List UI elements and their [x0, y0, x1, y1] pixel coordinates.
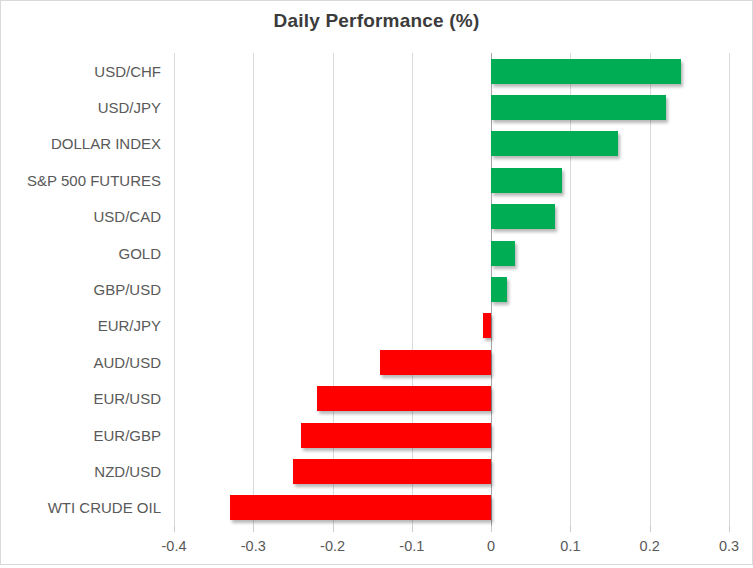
x-axis-tick-label: 0	[463, 538, 519, 554]
chart-container: Daily Performance (%) -0.4 -0.3 -0.2 -0.1 0 0…	[0, 0, 753, 565]
bar	[301, 423, 491, 448]
category-label: EUR/USD	[1, 380, 161, 416]
bar	[491, 95, 665, 120]
category-label: DOLLAR INDEX	[1, 126, 161, 162]
x-axis-tick-label: 0.1	[542, 538, 598, 554]
bar	[380, 350, 491, 375]
x-axis-tick-label: -0.3	[225, 538, 281, 554]
category-label: WTI CRUDE OIL	[1, 490, 161, 526]
x-axis-tickmark	[570, 526, 571, 532]
category-label: GOLD	[1, 235, 161, 271]
category-label: USD/CHF	[1, 53, 161, 89]
plot-area	[174, 53, 729, 526]
category-label: AUD/USD	[1, 344, 161, 380]
gridline	[729, 53, 730, 526]
x-axis-tickmark	[650, 526, 651, 532]
category-label: EUR/GBP	[1, 417, 161, 453]
bar	[491, 204, 554, 229]
chart-title: Daily Performance (%)	[1, 10, 752, 32]
category-label: USD/CAD	[1, 199, 161, 235]
bar	[491, 168, 562, 193]
bar	[491, 59, 681, 84]
x-axis-tickmark	[412, 526, 413, 532]
bar	[491, 277, 507, 302]
x-axis-tickmark	[491, 526, 492, 532]
x-axis-tickmark	[253, 526, 254, 532]
x-axis-tickmark	[333, 526, 334, 532]
x-axis-tick-label: -0.2	[305, 538, 361, 554]
gridline	[253, 53, 254, 526]
category-label: USD/JPY	[1, 89, 161, 125]
gridline	[174, 53, 175, 526]
x-axis-tickmark	[729, 526, 730, 532]
gridline	[650, 53, 651, 526]
x-axis-tick-label: 0.3	[701, 538, 753, 554]
gridline	[412, 53, 413, 526]
bar	[317, 386, 491, 411]
gridline	[333, 53, 334, 526]
bar	[483, 313, 491, 338]
x-axis-tick-label: -0.1	[384, 538, 440, 554]
x-axis-tick-label: -0.4	[146, 538, 202, 554]
x-axis-tickmark	[174, 526, 175, 532]
bar	[491, 131, 618, 156]
category-label: S&P 500 FUTURES	[1, 162, 161, 198]
bar	[293, 459, 491, 484]
category-label: EUR/JPY	[1, 308, 161, 344]
bar	[491, 241, 515, 266]
category-label: NZD/USD	[1, 453, 161, 489]
x-axis-tick-label: 0.2	[622, 538, 678, 554]
gridline	[570, 53, 571, 526]
category-label: GBP/USD	[1, 271, 161, 307]
bar	[230, 495, 492, 520]
